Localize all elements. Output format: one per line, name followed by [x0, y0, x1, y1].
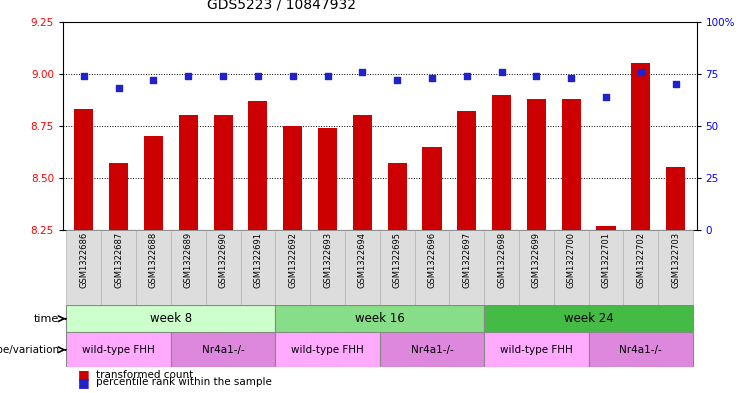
Point	[531, 73, 542, 79]
Text: transformed count: transformed count	[96, 369, 193, 380]
FancyBboxPatch shape	[276, 305, 484, 332]
FancyBboxPatch shape	[484, 332, 588, 367]
Text: Nr4a1-/-: Nr4a1-/-	[202, 345, 245, 355]
Bar	[179, 115, 198, 230]
Text: GSM1322687: GSM1322687	[114, 232, 123, 288]
Text: GSM1322702: GSM1322702	[637, 232, 645, 288]
FancyBboxPatch shape	[588, 332, 693, 367]
Text: GDS5223 / 10847932: GDS5223 / 10847932	[207, 0, 356, 12]
FancyBboxPatch shape	[310, 230, 345, 305]
Point	[322, 73, 333, 79]
FancyBboxPatch shape	[484, 305, 693, 332]
Text: ■: ■	[78, 368, 90, 381]
Bar	[666, 167, 685, 230]
Point	[182, 73, 194, 79]
Bar	[74, 109, 93, 230]
Point	[147, 77, 159, 83]
Point	[670, 81, 682, 87]
Text: GSM1322690: GSM1322690	[219, 232, 227, 288]
FancyBboxPatch shape	[414, 230, 449, 305]
Point	[252, 73, 264, 79]
Text: GSM1322689: GSM1322689	[184, 232, 193, 288]
Text: time: time	[34, 314, 59, 324]
FancyBboxPatch shape	[449, 230, 484, 305]
Bar	[631, 63, 651, 230]
Text: GSM1322692: GSM1322692	[288, 232, 297, 288]
FancyBboxPatch shape	[67, 305, 276, 332]
FancyBboxPatch shape	[67, 332, 171, 367]
Text: GSM1322697: GSM1322697	[462, 232, 471, 288]
Bar	[353, 115, 372, 230]
FancyBboxPatch shape	[67, 230, 102, 305]
Point	[496, 68, 508, 75]
FancyBboxPatch shape	[102, 230, 136, 305]
Bar	[109, 163, 128, 230]
Text: wild-type FHH: wild-type FHH	[291, 345, 364, 355]
Bar	[457, 111, 476, 230]
Text: GSM1322686: GSM1322686	[79, 232, 88, 288]
Bar	[388, 163, 407, 230]
Point	[217, 73, 229, 79]
Point	[287, 73, 299, 79]
FancyBboxPatch shape	[658, 230, 693, 305]
Point	[426, 75, 438, 81]
FancyBboxPatch shape	[484, 230, 519, 305]
Text: week 16: week 16	[355, 312, 405, 325]
Text: Nr4a1-/-: Nr4a1-/-	[411, 345, 453, 355]
FancyBboxPatch shape	[241, 230, 276, 305]
Bar	[422, 147, 442, 230]
Text: GSM1322693: GSM1322693	[323, 232, 332, 288]
Text: GSM1322699: GSM1322699	[532, 232, 541, 288]
Text: genotype/variation: genotype/variation	[0, 345, 59, 355]
Bar	[213, 115, 233, 230]
Text: week 24: week 24	[564, 312, 614, 325]
FancyBboxPatch shape	[588, 230, 623, 305]
Bar	[562, 99, 581, 230]
Text: GSM1322703: GSM1322703	[671, 232, 680, 288]
Text: GSM1322688: GSM1322688	[149, 232, 158, 288]
Text: GSM1322691: GSM1322691	[253, 232, 262, 288]
Bar	[283, 126, 302, 230]
Point	[565, 75, 577, 81]
FancyBboxPatch shape	[554, 230, 588, 305]
FancyBboxPatch shape	[276, 230, 310, 305]
Text: percentile rank within the sample: percentile rank within the sample	[96, 377, 272, 387]
FancyBboxPatch shape	[276, 332, 379, 367]
Text: wild-type FHH: wild-type FHH	[500, 345, 573, 355]
Point	[600, 94, 612, 100]
Text: GSM1322701: GSM1322701	[602, 232, 611, 288]
Text: GSM1322696: GSM1322696	[428, 232, 436, 288]
Bar	[527, 99, 546, 230]
FancyBboxPatch shape	[206, 230, 241, 305]
Point	[635, 68, 647, 75]
Bar	[318, 128, 337, 230]
FancyBboxPatch shape	[345, 230, 379, 305]
Text: Nr4a1-/-: Nr4a1-/-	[619, 345, 662, 355]
Bar	[144, 136, 163, 230]
Point	[356, 68, 368, 75]
Text: GSM1322698: GSM1322698	[497, 232, 506, 288]
FancyBboxPatch shape	[136, 230, 171, 305]
FancyBboxPatch shape	[379, 332, 484, 367]
FancyBboxPatch shape	[519, 230, 554, 305]
FancyBboxPatch shape	[379, 230, 414, 305]
FancyBboxPatch shape	[171, 332, 276, 367]
Text: GSM1322694: GSM1322694	[358, 232, 367, 288]
Point	[113, 85, 124, 92]
Bar	[248, 101, 268, 230]
Text: GSM1322695: GSM1322695	[393, 232, 402, 288]
Bar	[492, 94, 511, 230]
Text: week 8: week 8	[150, 312, 192, 325]
Point	[461, 73, 473, 79]
FancyBboxPatch shape	[171, 230, 206, 305]
Text: GSM1322700: GSM1322700	[567, 232, 576, 288]
Bar	[597, 226, 616, 230]
Text: wild-type FHH: wild-type FHH	[82, 345, 155, 355]
Point	[391, 77, 403, 83]
Text: ■: ■	[78, 376, 90, 389]
Point	[78, 73, 90, 79]
FancyBboxPatch shape	[623, 230, 658, 305]
